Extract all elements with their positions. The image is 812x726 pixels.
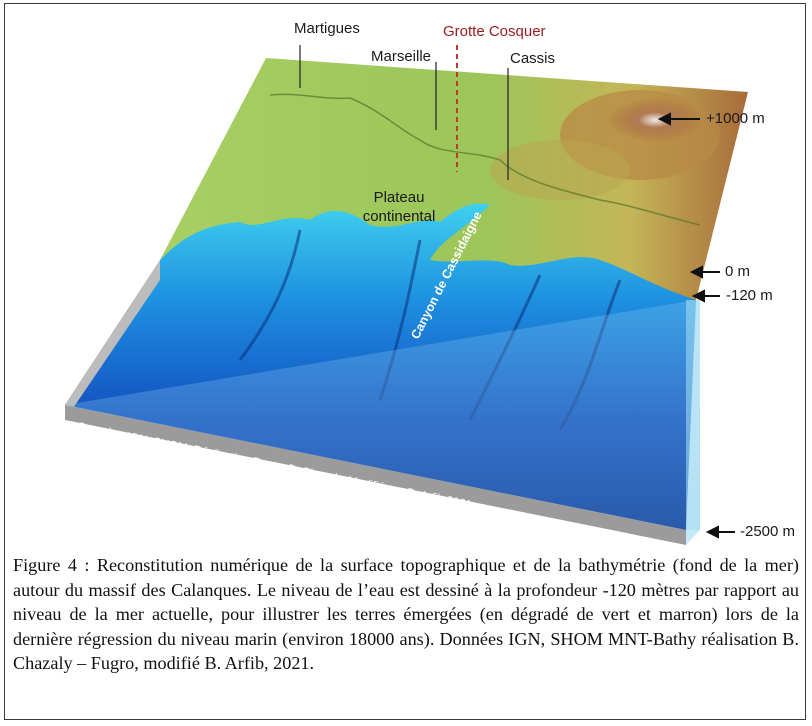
canyon-channels: [238, 229, 622, 431]
label-grotte-cosquer: Grotte Cosquer: [443, 23, 546, 40]
water-box-right: [686, 300, 700, 545]
figure-caption: Figure 4 : Reconstitution numérique de l…: [13, 555, 799, 673]
depth-label-plus1000: +1000 m: [706, 110, 765, 127]
terrain-block-diagram: Canyon de Cassidaigne Données IGN, SHOM,…: [65, 45, 748, 545]
arrow-minus2500: [705, 525, 735, 539]
arrow-zero: [689, 265, 720, 279]
arrow-minus120: [691, 289, 720, 303]
label-cassis: Cassis: [510, 50, 556, 67]
arrow-plus1000: [657, 112, 700, 126]
label-marseille: Marseille: [371, 48, 432, 65]
label-martigues: Martigues: [294, 20, 360, 37]
depth-label-minus2500: -2500 m: [740, 523, 796, 540]
label-plateau-line1: Plateau: [373, 189, 425, 206]
relief-peak: [607, 98, 703, 142]
block-left-side: [65, 260, 160, 420]
block-front-wall: [65, 405, 686, 545]
coastline: [269, 93, 701, 226]
label-plateau-continental: Plateau continental: [354, 188, 444, 226]
water-box-front: [65, 300, 700, 530]
label-plateau-line2: continental: [362, 208, 436, 225]
depth-label-minus120: -120 m: [726, 287, 773, 304]
depth-label-zero: 0 m: [725, 263, 751, 280]
relief-hills: [490, 140, 630, 200]
